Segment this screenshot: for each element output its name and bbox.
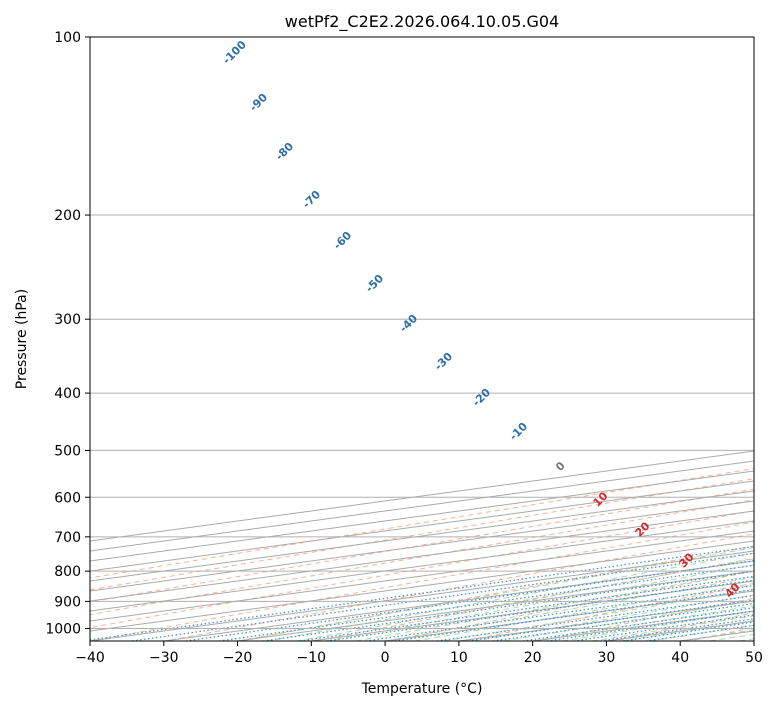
y-tick-label: 1000 <box>45 621 81 637</box>
y-tick-label: 500 <box>54 443 81 459</box>
x-tick-label: −40 <box>75 650 105 666</box>
chart-title: wetPf2_C2E2.2026.064.10.05.G04 <box>285 12 559 32</box>
y-tick-label: 700 <box>54 530 81 546</box>
y-tick-label: 400 <box>54 386 81 402</box>
x-tick-label: 20 <box>524 650 542 666</box>
x-tick-label: −20 <box>223 650 253 666</box>
x-tick-label: 50 <box>745 650 763 666</box>
y-axis-label: Pressure (hPa) <box>14 289 30 389</box>
x-tick-label: 0 <box>381 650 390 666</box>
x-tick-label: 10 <box>450 650 468 666</box>
y-tick-label: 300 <box>54 312 81 328</box>
x-axis-label: Temperature (°C) <box>361 681 483 697</box>
y-tick-label: 800 <box>54 564 81 580</box>
x-tick-label: 30 <box>598 650 616 666</box>
x-tick-label: −10 <box>297 650 327 666</box>
y-tick-label: 600 <box>54 490 81 506</box>
y-tick-label: 100 <box>54 30 81 46</box>
x-tick-label: 40 <box>671 650 689 666</box>
y-tick-label: 200 <box>54 208 81 224</box>
x-tick-label: −30 <box>149 650 179 666</box>
y-tick-label: 900 <box>54 594 81 610</box>
